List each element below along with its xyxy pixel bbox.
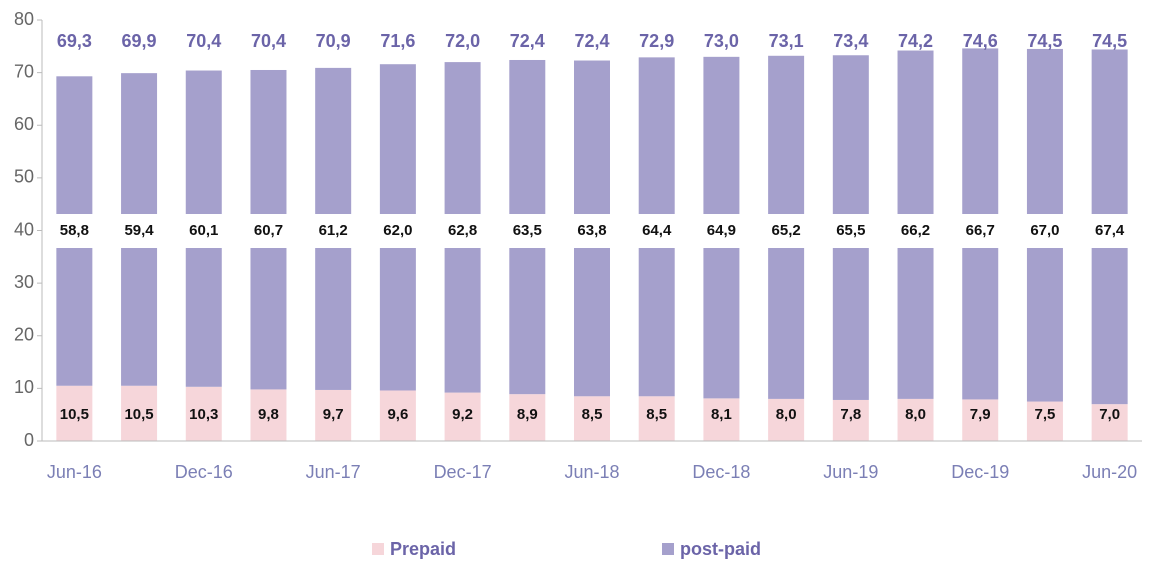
bar-segment [250, 389, 287, 441]
y-tick-label: 0 [24, 430, 34, 450]
total-label: 70,4 [251, 31, 286, 51]
data-label: 7,9 [970, 406, 991, 423]
data-label: 9,7 [323, 406, 344, 423]
data-label: 61,2 [319, 222, 348, 239]
x-tick-label: Dec-17 [434, 462, 492, 482]
y-tick-label: 50 [14, 167, 34, 187]
total-label: 71,6 [380, 31, 415, 51]
total-label: 73,4 [833, 31, 868, 51]
data-label: 8,1 [711, 406, 732, 423]
axis-break [44, 214, 1144, 248]
x-tick-label: Dec-18 [692, 462, 750, 482]
bar-segment [897, 398, 934, 441]
total-label: 70,4 [186, 31, 221, 51]
data-label: 64,9 [707, 222, 736, 239]
data-label: 9,6 [387, 406, 408, 423]
bar-segment [509, 394, 546, 441]
x-tick-label: Dec-19 [951, 462, 1009, 482]
data-label: 9,2 [452, 406, 473, 423]
data-label: 63,8 [577, 222, 606, 239]
total-label: 74,2 [898, 31, 933, 51]
data-label: 62,8 [448, 222, 477, 239]
y-tick-label: 80 [14, 9, 34, 29]
legend-label: post-paid [680, 539, 761, 559]
total-label: 74,5 [1092, 31, 1127, 51]
total-label: 72,4 [574, 31, 609, 51]
legend-swatch [372, 543, 384, 555]
total-label: 72,9 [639, 31, 674, 51]
total-label: 72,0 [445, 31, 480, 51]
x-tick-label: Dec-16 [175, 462, 233, 482]
bar-segment [315, 389, 352, 441]
total-label: 73,0 [704, 31, 739, 51]
data-label: 66,7 [966, 222, 995, 239]
data-label: 60,1 [189, 222, 218, 239]
y-tick-label: 70 [14, 61, 34, 81]
data-label: 67,4 [1095, 222, 1125, 239]
bar-segment [703, 398, 740, 441]
y-tick-label: 30 [14, 272, 34, 292]
total-label: 74,6 [963, 31, 998, 51]
data-label: 66,2 [901, 222, 930, 239]
data-label: 10,3 [189, 406, 218, 423]
data-label: 10,5 [124, 406, 153, 423]
bar-segment [444, 392, 481, 441]
data-label: 8,5 [582, 406, 603, 423]
legend-swatch [662, 543, 674, 555]
total-label: 70,9 [316, 31, 351, 51]
data-label: 67,0 [1030, 222, 1059, 239]
data-label: 59,4 [124, 222, 154, 239]
total-label: 69,9 [122, 31, 157, 51]
data-label: 9,8 [258, 406, 279, 423]
y-tick-label: 10 [14, 377, 34, 397]
data-label: 65,2 [772, 222, 801, 239]
data-label: 8,0 [905, 406, 926, 423]
x-tick-label: Jun-16 [47, 462, 102, 482]
x-tick-label: Jun-19 [823, 462, 878, 482]
data-label: 65,5 [836, 222, 865, 239]
bar-segment [638, 396, 675, 441]
data-label: 7,5 [1035, 406, 1056, 423]
data-label: 7,0 [1099, 406, 1120, 423]
total-label: 73,1 [769, 31, 804, 51]
bar-segment [1026, 401, 1063, 441]
bar-segment [185, 386, 222, 441]
bar-segment [768, 398, 805, 441]
legend-label: Prepaid [390, 539, 456, 559]
data-label: 58,8 [60, 222, 89, 239]
y-tick-label: 20 [14, 325, 34, 345]
bar-segment [962, 399, 999, 441]
data-label: 62,0 [383, 222, 412, 239]
data-label: 8,0 [776, 406, 797, 423]
data-label: 8,5 [646, 406, 667, 423]
data-label: 64,4 [642, 222, 672, 239]
x-tick-label: Jun-20 [1082, 462, 1137, 482]
bar-segment [121, 385, 158, 441]
bar-segment [574, 396, 610, 441]
data-label: 60,7 [254, 222, 283, 239]
bar-segment [56, 385, 93, 441]
y-tick-label: 40 [14, 219, 34, 239]
x-tick-label: Jun-18 [564, 462, 619, 482]
total-label: 74,5 [1027, 31, 1062, 51]
data-label: 63,5 [513, 222, 542, 239]
total-label: 72,4 [510, 31, 545, 51]
bar-segment [379, 390, 416, 441]
data-label: 7,8 [840, 406, 861, 423]
y-tick-label: 60 [14, 114, 34, 134]
bar-segment [832, 399, 869, 441]
data-label: 8,9 [517, 406, 538, 423]
total-label: 69,3 [57, 31, 92, 51]
x-tick-label: Jun-17 [306, 462, 361, 482]
bar-segment [1091, 404, 1128, 441]
data-label: 10,5 [60, 406, 89, 423]
